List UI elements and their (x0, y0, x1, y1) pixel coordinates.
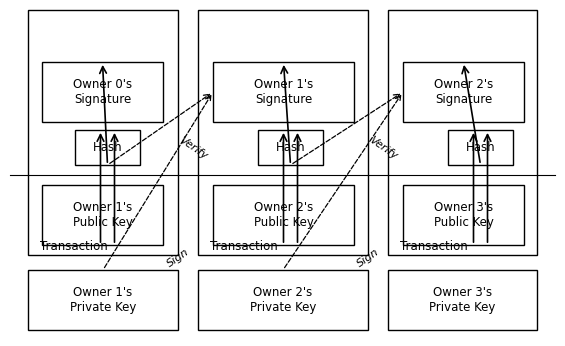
Text: Hash: Hash (276, 141, 305, 154)
Text: Owner 1's
Private Key: Owner 1's Private Key (70, 286, 136, 314)
Bar (198, 270, 368, 330)
Text: Sign: Sign (355, 247, 381, 269)
Text: Owner 2's
Signature: Owner 2's Signature (434, 78, 493, 106)
Bar (198, 10, 368, 255)
Text: Transaction: Transaction (400, 240, 468, 253)
Bar (42, 62, 163, 122)
Bar (388, 10, 537, 255)
Text: Owner 3's
Private Key: Owner 3's Private Key (429, 286, 496, 314)
Bar (28, 270, 178, 330)
Text: Owner 2's
Public Key: Owner 2's Public Key (254, 201, 314, 229)
Bar (28, 10, 178, 255)
Text: Owner 0's
Signature: Owner 0's Signature (73, 78, 132, 106)
Bar (42, 185, 163, 245)
Text: Transaction: Transaction (210, 240, 278, 253)
Text: Transaction: Transaction (40, 240, 108, 253)
Text: Hash: Hash (93, 141, 122, 154)
Text: Sign: Sign (165, 247, 191, 269)
Text: Verify: Verify (177, 135, 209, 161)
Bar (448, 130, 513, 165)
Text: Verify: Verify (367, 135, 399, 161)
Bar (213, 185, 354, 245)
Text: Owner 3's
Public Key: Owner 3's Public Key (433, 201, 493, 229)
Bar (403, 62, 524, 122)
Text: Owner 1's
Public Key: Owner 1's Public Key (72, 201, 132, 229)
Bar (75, 130, 140, 165)
Text: Owner 1's
Signature: Owner 1's Signature (254, 78, 313, 106)
Text: Owner 2's
Private Key: Owner 2's Private Key (250, 286, 316, 314)
Bar (403, 185, 524, 245)
Bar (213, 62, 354, 122)
Text: Hash: Hash (466, 141, 496, 154)
Bar (258, 130, 323, 165)
Bar (388, 270, 537, 330)
